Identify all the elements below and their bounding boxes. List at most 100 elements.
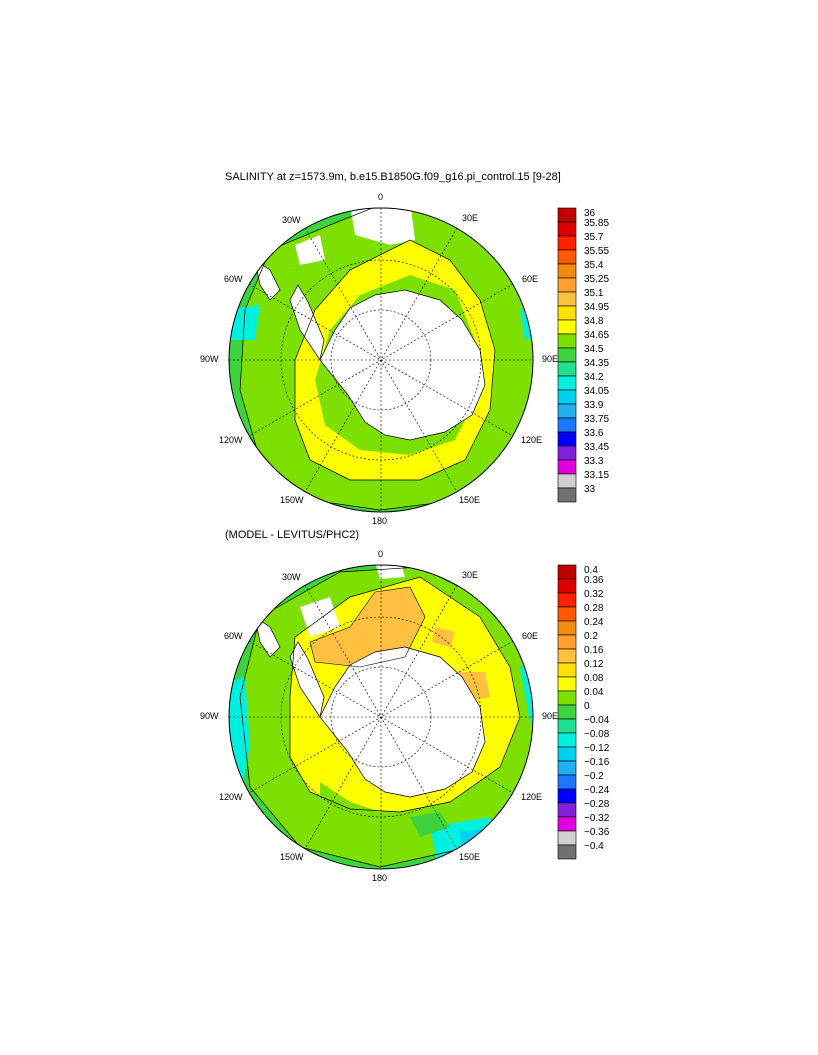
colorbar2-label-6: 0.16 [584, 645, 604, 656]
panel2-colorbar: 0.40.36 0.32 0.28 0.24 0.2 0.16 0.12 0.08 0.04 0 −… [557, 564, 610, 860]
colorbar2-box-5 [557, 634, 577, 650]
panel2-lon-60e: 60E [522, 631, 538, 641]
colorbar2-box-17 [557, 802, 577, 818]
colorbar2-label-10: 0 [584, 701, 590, 712]
panel1-title: SALINITY at z=1573.9m, b.e15.B1850G.f09_… [225, 171, 561, 183]
panel2-lon-120e: 120E [521, 792, 542, 802]
panel1-lon-60w: 60W [224, 274, 243, 284]
colorbar2-label-19: −0.36 [584, 827, 610, 838]
colorbar2-label-15: −0.2 [584, 771, 604, 782]
panel1-lon-90w: 90W [200, 354, 219, 364]
colorbar1-label-4: 35.4 [584, 260, 604, 271]
panel1-lon-120w: 120W [219, 435, 243, 445]
colorbar2-label-5: 0.2 [584, 631, 598, 642]
colorbar2-box-20 [557, 844, 577, 860]
colorbar2-box-7 [557, 662, 577, 678]
colorbar2-label-8: 0.08 [584, 673, 604, 684]
colorbar1-label-11: 34.35 [584, 358, 609, 369]
colorbar2-label-18: −0.32 [584, 813, 610, 824]
colorbar2-label-11: −0.04 [584, 715, 610, 726]
colorbar1-box-12 [557, 375, 577, 391]
colorbar2-label-13: −0.12 [584, 743, 610, 754]
colorbar1-box-15 [557, 417, 577, 433]
colorbar2-label-17: −0.28 [584, 799, 610, 810]
colorbar2-box-19 [557, 830, 577, 846]
panel1-lon-180: 180 [372, 516, 387, 526]
panel2-lon-180: 180 [372, 873, 387, 883]
colorbar2-box-0 [557, 564, 577, 580]
colorbar2-label-14: −0.16 [584, 757, 610, 768]
colorbar1-box-8 [557, 319, 577, 335]
colorbar1-label-12: 34.2 [584, 372, 604, 383]
colorbar1-box-14 [557, 403, 577, 419]
colorbar1-label-19: 33.15 [584, 470, 609, 481]
colorbar1-label-9: 34.65 [584, 330, 609, 341]
panel1-lon-90e: 90E [542, 354, 558, 364]
colorbar2-box-1 [557, 578, 577, 594]
colorbar1-label-13: 34.05 [584, 386, 609, 397]
colorbar2-label-12: −0.08 [584, 729, 610, 740]
panel2-lon-0: 0 [378, 549, 383, 559]
colorbar2-label-16: −0.24 [584, 785, 610, 796]
panel1-lon-30w: 30W [282, 215, 301, 225]
colorbar1-box-4 [557, 263, 577, 279]
colorbar1-label-7: 34.95 [584, 302, 609, 313]
colorbar1-box-20 [557, 487, 577, 503]
colorbar2-box-6 [557, 648, 577, 664]
panel2-map: 0 30E 30W 60E 60W 90E 90W 120E 120W 150E… [200, 549, 558, 883]
colorbar1-box-7 [557, 305, 577, 321]
colorbar2-box-2 [557, 592, 577, 608]
colorbar2-label-3: 0.28 [584, 603, 604, 614]
panel1-lon-60e: 60E [522, 274, 538, 284]
panel1-lon-150w: 150W [280, 495, 304, 505]
panel2-lon-120w: 120W [219, 792, 243, 802]
colorbar1-label-1: 35.85 [584, 218, 609, 229]
colorbar1-box-6 [557, 291, 577, 307]
colorbar1-label-5: 35.25 [584, 274, 609, 285]
colorbar2-box-9 [557, 690, 577, 706]
panel1-map: 0 30E 30W 60E 60W 90E 90W 120E 120W 150E… [200, 192, 558, 526]
panel2-lon-90w: 90W [200, 711, 219, 721]
colorbar2-box-4 [557, 620, 577, 636]
colorbar1-box-17 [557, 445, 577, 461]
colorbar1-label-2: 35.7 [584, 232, 604, 243]
colorbar2-label-9: 0.04 [584, 687, 604, 698]
colorbar2-label-2: 0.32 [584, 589, 604, 600]
colorbar2-box-3 [557, 606, 577, 622]
colorbar2-box-16 [557, 788, 577, 804]
panel2-lon-150e: 150E [459, 852, 480, 862]
panel2-lon-150w: 150W [280, 852, 304, 862]
colorbar1-box-19 [557, 473, 577, 489]
colorbar2-label-4: 0.24 [584, 617, 604, 628]
colorbar2-box-10 [557, 704, 577, 720]
colorbar1-box-1 [557, 221, 577, 237]
panel2-lon-30e: 30E [462, 570, 478, 580]
colorbar1-box-18 [557, 459, 577, 475]
colorbar2-box-15 [557, 774, 577, 790]
panel1-lon-0: 0 [378, 192, 383, 202]
colorbar1-label-18: 33.3 [584, 456, 604, 467]
colorbar1-label-0: 36 [584, 208, 596, 219]
colorbar1-box-2 [557, 235, 577, 251]
colorbar2-box-8 [557, 676, 577, 692]
colorbar1-label-20: 33 [584, 484, 596, 495]
panel2-lon-30w: 30W [282, 572, 301, 582]
panel2-lon-90e: 90E [542, 711, 558, 721]
colorbar1-box-3 [557, 249, 577, 265]
panel1-lon-150e: 150E [459, 495, 480, 505]
colorbar2-label-0: 0.4 [584, 565, 598, 576]
colorbar1-label-6: 35.1 [584, 288, 604, 299]
colorbar1-label-17: 33.45 [584, 442, 609, 453]
colorbar1-box-10 [557, 347, 577, 363]
colorbar1-box-16 [557, 431, 577, 447]
panel2-lon-60w: 60W [224, 631, 243, 641]
colorbar2-label-1: 0.36 [584, 575, 604, 586]
colorbar1-box-9 [557, 333, 577, 349]
panel1-lon-120e: 120E [521, 435, 542, 445]
panel1-lon-30e: 30E [462, 213, 478, 223]
colorbar1-box-0 [557, 207, 577, 223]
colorbar1-label-8: 34.8 [584, 316, 604, 327]
colorbar2-box-18 [557, 816, 577, 832]
colorbar1-label-15: 33.75 [584, 414, 609, 425]
